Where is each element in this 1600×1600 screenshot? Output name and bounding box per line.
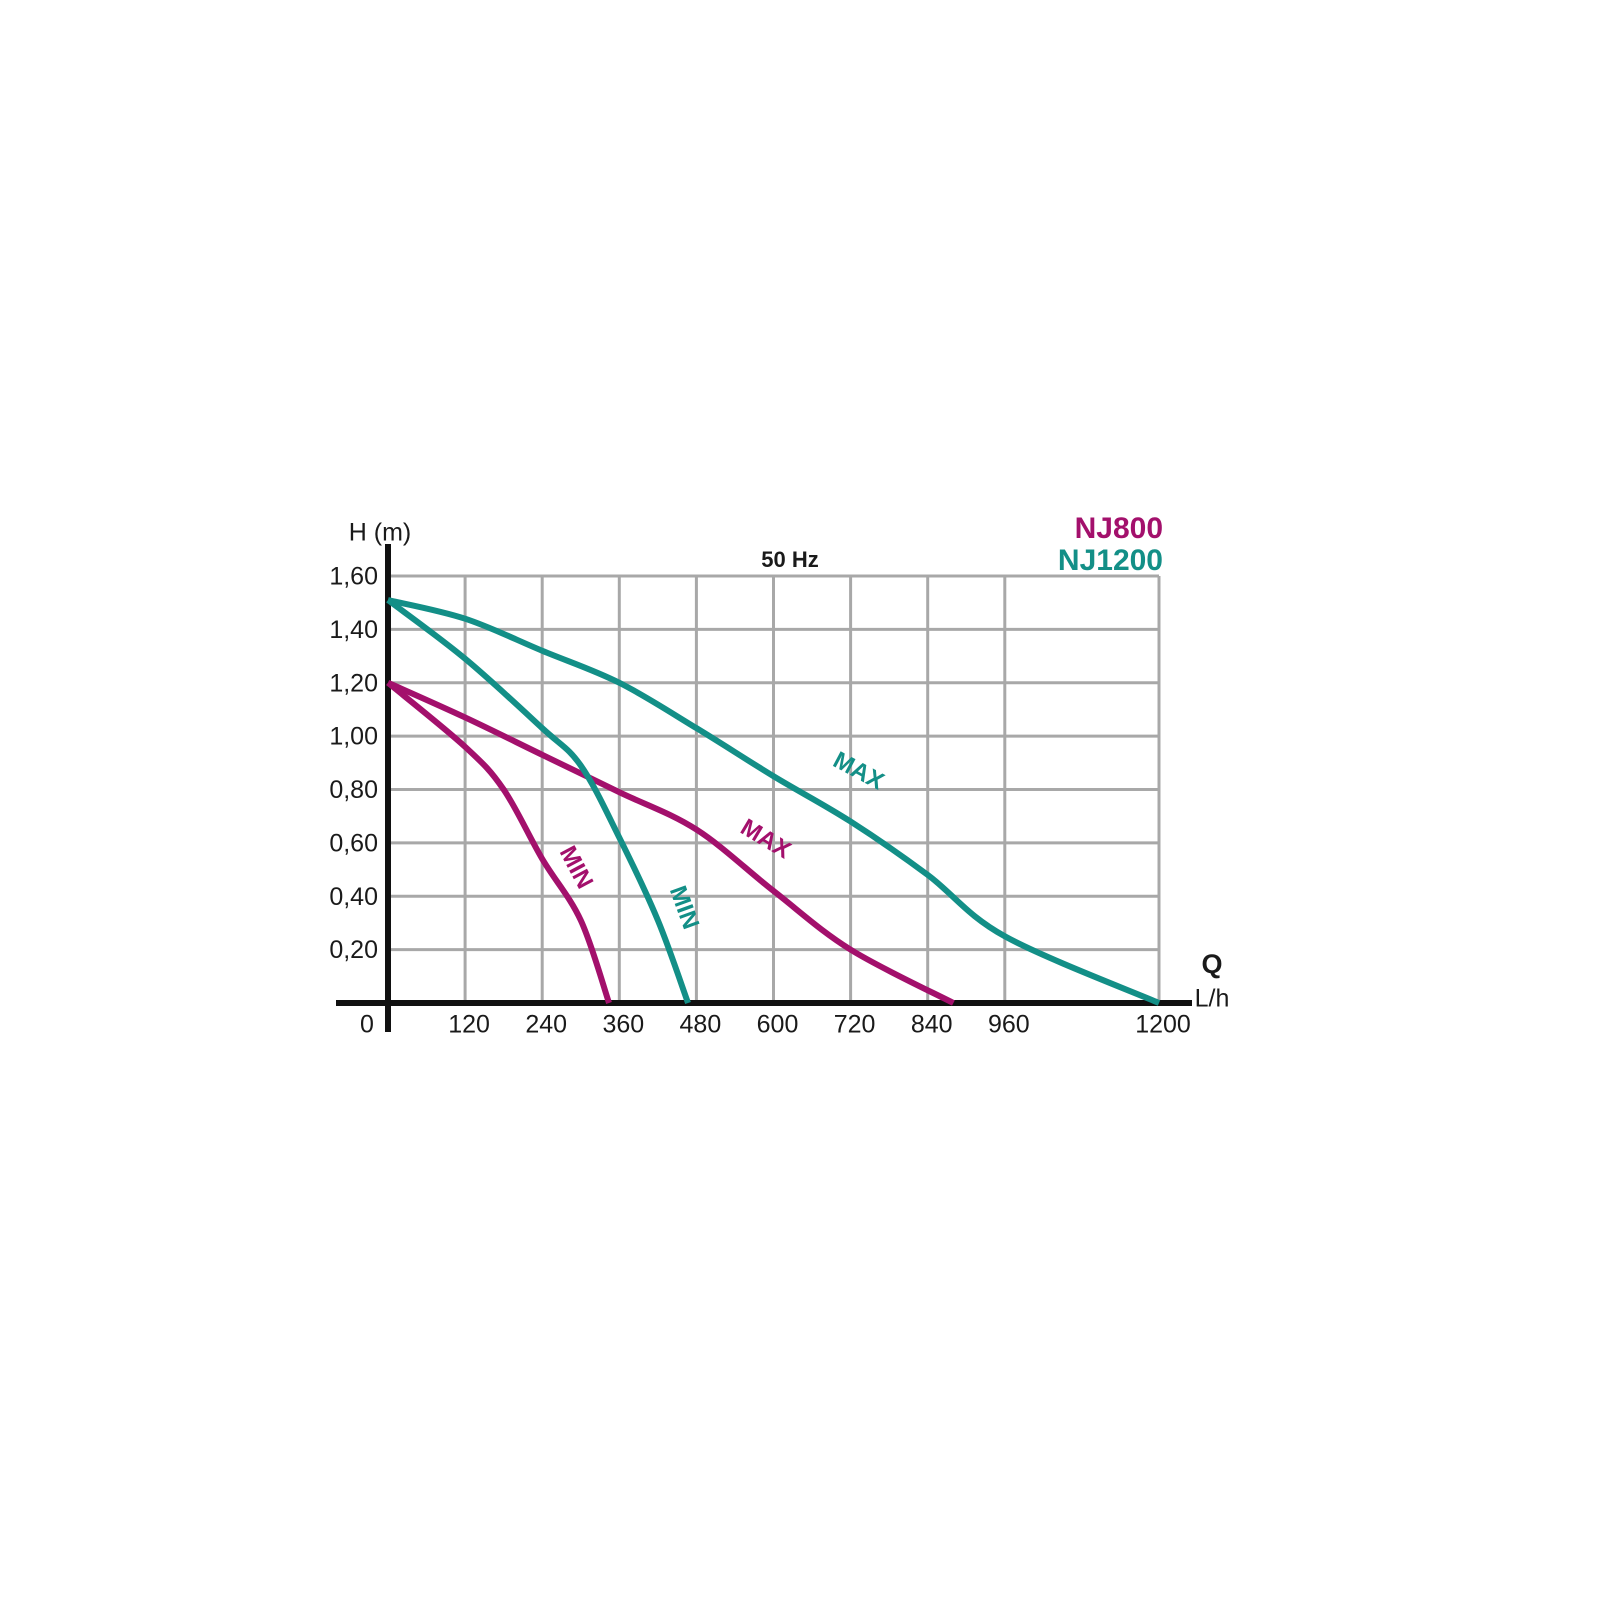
x-tick-label: 600 [757,1011,799,1039]
x-tick-label: 960 [988,1011,1030,1039]
x-tick-label: 480 [680,1011,722,1039]
chart-title: 50 Hz [761,547,818,572]
x-axis-label: Q [1201,949,1222,979]
y-tick-label: 1,40 [329,616,378,644]
line [386,680,955,1006]
y-tick-label: 0,20 [329,936,378,964]
legend-entry: NJ800 [1075,512,1163,545]
y-tick-label: 1,00 [329,723,378,751]
x-tick-label: 720 [834,1011,876,1039]
curve-label: MIN [664,882,704,933]
y-tick-label: 1,20 [329,669,378,697]
legend-entry: NJ1200 [1058,544,1163,577]
y-tick-label: 0,40 [329,883,378,911]
line [387,597,1161,1006]
line [386,680,612,1004]
x-tick-label: 1200 [1135,1011,1191,1039]
x-tick-label: 360 [602,1011,644,1039]
y-tick-label: 0,60 [329,829,378,857]
y-tick-label: 1,60 [329,563,378,591]
line [386,597,691,1005]
y-tick-label: 0,80 [329,776,378,804]
x-tick-label: 240 [525,1011,567,1039]
x-tick-label: 0 [360,1011,374,1039]
x-tick-label: 120 [448,1011,490,1039]
y-axis-label: H (m) [349,519,411,547]
curve-label: MAX [736,814,796,865]
x-axis-unit: L/h [1195,985,1230,1013]
x-tick-label: 840 [911,1011,953,1039]
